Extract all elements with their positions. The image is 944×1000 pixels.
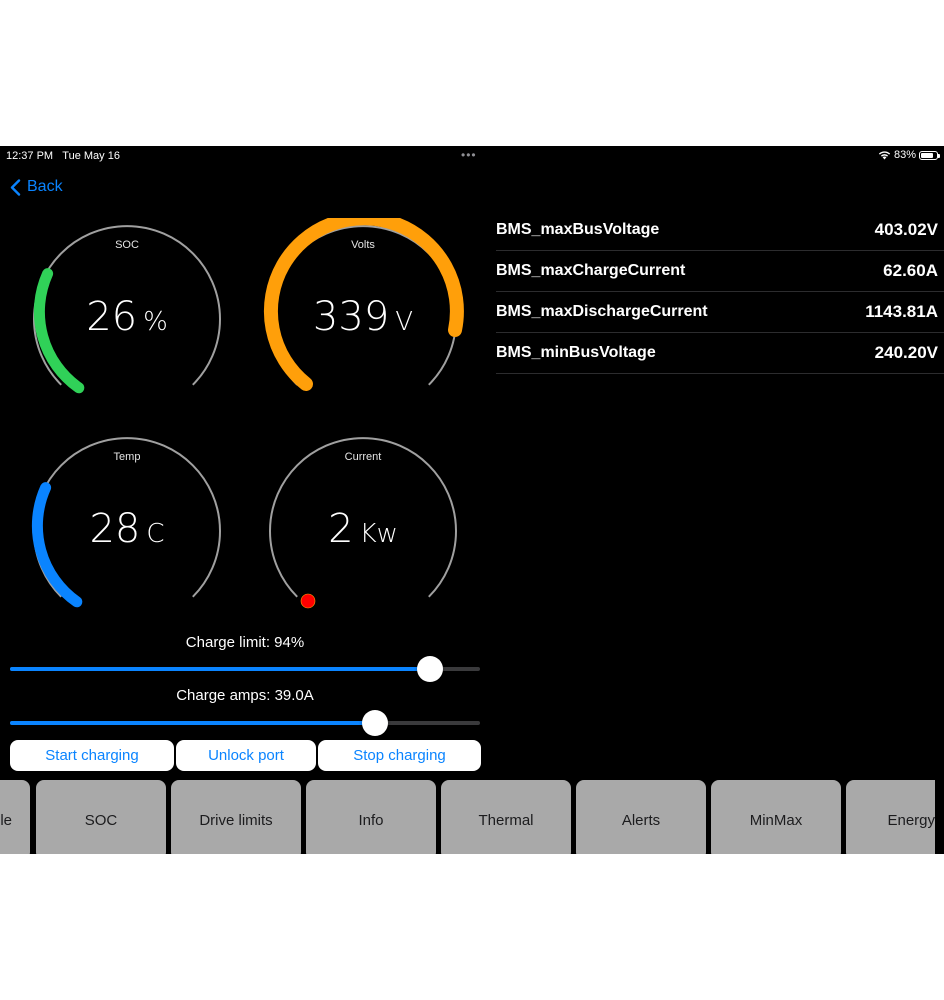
tab-energy[interactable]: Energy [846,780,935,854]
tab-thermal[interactable]: Thermal [441,780,571,854]
chevron-left-icon [10,178,21,196]
charge-limit-slider[interactable] [10,656,480,682]
gauge-label: Volts [351,239,375,251]
gauge-value: 26% [86,294,168,340]
multitask-dots-icon[interactable]: ••• [461,148,477,162]
gauge-value: 2 Kw [328,506,398,552]
table-row[interactable]: BMS_maxChargeCurrent 62.60A [496,251,944,292]
gauge-current: Current 2 Kw [258,430,468,630]
table-row[interactable]: BMS_maxDischargeCurrent 1143.81A [496,292,944,333]
tab-info[interactable]: Info [306,780,436,854]
status-bar: 12:37 PM Tue May 16 ••• 83% [0,146,944,166]
app-screen: 12:37 PM Tue May 16 ••• 83% Back SOC 26% [0,146,944,854]
slider-thumb[interactable] [417,656,443,682]
row-name: BMS_minBusVoltage [496,344,656,361]
charge-amps-label: Charge amps: 39.0A [176,687,314,704]
table-row[interactable]: BMS_maxBusVoltage 403.02V [496,210,944,251]
tab-alerts[interactable]: Alerts [576,780,706,854]
gauge-temp: Temp 28 C [22,430,232,630]
table-row[interactable]: BMS_minBusVoltage 240.20V [496,333,944,374]
gauge-soc: SOC 26% [22,218,232,418]
status-time: 12:37 PM Tue May 16 [6,150,120,162]
row-name: BMS_maxBusVoltage [496,221,660,238]
gauge-value: 339 V [312,294,414,340]
slider-thumb[interactable] [362,710,388,736]
start-charging-button[interactable]: Start charging [10,740,174,771]
tab-partial[interactable]: le [0,780,30,854]
tab-soc[interactable]: SOC [36,780,166,854]
back-label: Back [27,178,63,195]
back-button[interactable]: Back [10,178,63,196]
status-right: 83% [878,149,940,161]
gauge-label: Temp [113,451,141,463]
slider-fill [10,667,430,671]
row-value: 62.60A [883,261,938,280]
gauge-value: 28 C [89,506,165,552]
row-value: 1143.81A [865,302,938,321]
tab-minmax[interactable]: MinMax [711,780,841,854]
bms-table: BMS_maxBusVoltage 403.02V BMS_maxChargeCu… [496,210,944,374]
unlock-port-button[interactable]: Unlock port [176,740,316,771]
charge-amps-slider[interactable] [10,710,480,736]
tab-bar[interactable]: le SOC Drive limits Info Thermal Alerts … [0,780,935,854]
gauge-label: Current [344,451,382,463]
gauge-label: SOC [115,239,139,251]
row-name: BMS_maxDischargeCurrent [496,303,708,320]
row-value: 240.20V [874,343,938,362]
slider-fill [10,721,375,725]
battery-percent: 83% [893,149,916,161]
charge-limit-label: Charge limit: 94% [185,634,305,651]
row-name: BMS_maxChargeCurrent [496,262,686,279]
gauge-volts: Volts 339 V [258,218,468,418]
stop-charging-button[interactable]: Stop charging [318,740,481,771]
battery-icon [919,150,940,160]
tab-drive-limits[interactable]: Drive limits [171,780,301,854]
row-value: 403.02V [874,220,938,239]
wifi-icon [878,151,891,160]
edge-strip [935,780,944,854]
